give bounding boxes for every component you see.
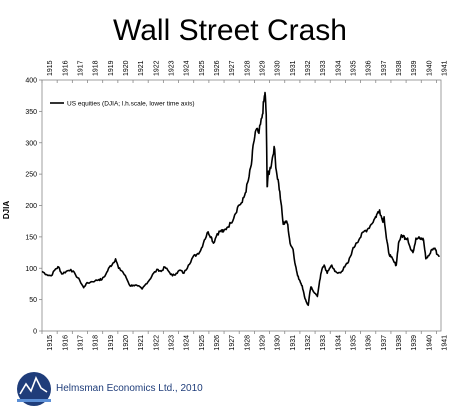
y-tick-label: 250: [25, 172, 37, 179]
y-tick-label: 50: [29, 297, 37, 304]
x-bottom-tick-label: 1919: [108, 335, 115, 351]
x-top-tick-label: 1916: [62, 60, 69, 76]
footer-company: Helmsman Economics Ltd., 2010: [56, 383, 203, 394]
y-tick-label: 300: [25, 140, 37, 147]
x-top-tick-label: 1935: [351, 60, 358, 76]
y-tick-label: 0: [33, 329, 37, 336]
x-top-tick-label: 1917: [77, 60, 84, 76]
x-bottom-tick-label: 1916: [62, 335, 69, 351]
x-top-tick-label: 1925: [199, 60, 206, 76]
x-bottom-tick-label: 1931: [290, 335, 297, 351]
x-top-tick-label: 1933: [320, 60, 327, 76]
legend-entry: US equities (DJIA; l.h.scale, lower time…: [67, 101, 195, 108]
x-bottom-tick-label: 1915: [47, 335, 54, 351]
y-tick-label: 350: [25, 109, 37, 116]
x-top-tick-label: 1936: [366, 60, 373, 76]
helmsman-logo: [17, 372, 51, 406]
x-bottom-tick-label: 1934: [335, 335, 342, 351]
x-bottom-tick-label: 1920: [123, 335, 130, 351]
x-top-tick-label: 1919: [108, 60, 115, 76]
y-axis: 0 50 100 150 200 250 300 350 400: [25, 78, 42, 336]
x-bottom-tick-label: 1939: [411, 335, 418, 351]
x-top-tick-label: 1940: [426, 60, 433, 76]
x-top-tick-label: 1918: [93, 60, 100, 76]
x-bottom-tick-label: 1921: [138, 335, 145, 351]
y-tick-label: 200: [25, 203, 37, 210]
x-bottom-tick-label: 1928: [244, 335, 251, 351]
x-top-tick-label: 1939: [411, 60, 418, 76]
x-top-tick-label: 1931: [290, 60, 297, 76]
x-bottom-tick-label: 1936: [366, 335, 373, 351]
x-bottom-tick-label: 1941: [442, 335, 449, 351]
x-bottom-tick-label: 1924: [184, 335, 191, 351]
x-top-tick-label: 1934: [335, 60, 342, 76]
x-top-tick-label: 1923: [168, 60, 175, 76]
x-bottom-tick-label: 1929: [259, 335, 266, 351]
x-bottom-tick-label: 1917: [77, 335, 84, 351]
x-bottom-tick-label: 1927: [229, 335, 236, 351]
x-top-tick-label: 1920: [123, 60, 130, 76]
logo-wave-line: [19, 376, 48, 395]
x-top-tick-label: 1941: [442, 60, 449, 76]
x-top-tick-label: 1937: [381, 60, 388, 76]
x-bottom-tick-label: 1938: [396, 335, 403, 351]
x-bottom-tick-label: 1937: [381, 335, 388, 351]
legend: US equities (DJIA; l.h.scale, lower time…: [50, 101, 195, 108]
x-bottom-tick-label: 1923: [168, 335, 175, 351]
x-bottom-tick-label: 1922: [153, 335, 160, 351]
x-top-tick-label: 1927: [229, 60, 236, 76]
x-axis-top: 1915 1916 1917 1918 1919 1920 1921 1922 1923 1924…: [41, 60, 449, 83]
x-top-tick-label: 1932: [305, 60, 312, 76]
x-bottom-tick-label: 1926: [214, 335, 221, 351]
x-top-tick-label: 1921: [138, 60, 145, 76]
x-top-tick-label: 1922: [153, 60, 160, 76]
logo-stripe: [17, 399, 51, 402]
x-top-tick-label: 1938: [396, 60, 403, 76]
x-top-tick-label: 1924: [184, 60, 191, 76]
y-tick-label: 100: [25, 266, 37, 273]
x-top-tick-label: 1929: [259, 60, 266, 76]
x-bottom-tick-label: 1930: [275, 335, 282, 351]
x-top-tick-label: 1915: [47, 60, 54, 76]
chart-title: Wall Street Crash: [113, 14, 347, 47]
x-bottom-tick-label: 1935: [351, 335, 358, 351]
x-bottom-tick-label: 1940: [426, 335, 433, 351]
x-bottom-tick-label: 1918: [93, 335, 100, 351]
y-tick-label: 400: [25, 78, 37, 85]
logo-circle: [17, 372, 51, 406]
x-top-tick-label: 1928: [244, 60, 251, 76]
x-axis-bottom: 1915 1916 1917 1918 1919 1920 1921 1922 1923 1924…: [41, 331, 449, 351]
x-top-tick-label: 1926: [214, 60, 221, 76]
x-bottom-tick-label: 1925: [199, 335, 206, 351]
x-top-tick-label: 1930: [275, 60, 282, 76]
y-axis-label: DJIA: [2, 201, 11, 219]
x-bottom-tick-label: 1933: [320, 335, 327, 351]
y-tick-label: 150: [25, 234, 37, 241]
x-bottom-tick-label: 1932: [305, 335, 312, 351]
series-line-djia: [41, 91, 441, 307]
